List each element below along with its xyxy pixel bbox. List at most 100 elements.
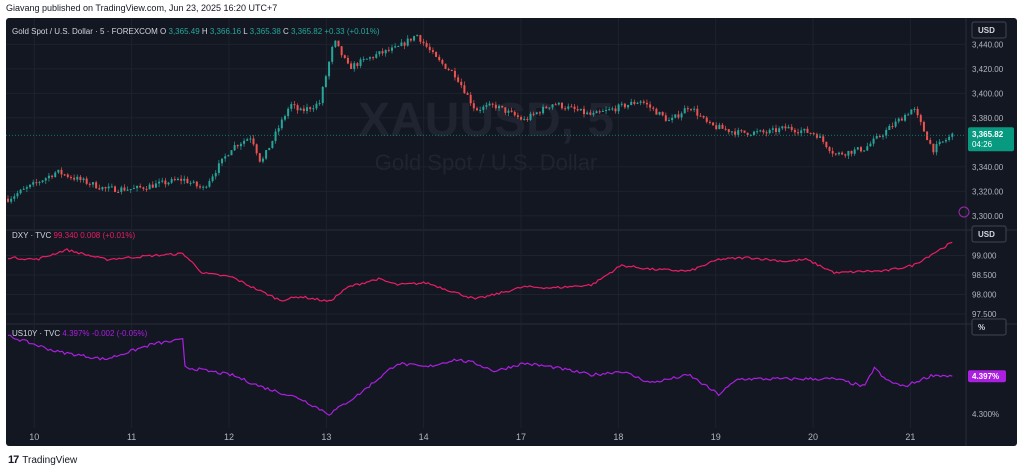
candle-body <box>214 172 217 177</box>
candle-body <box>699 115 702 117</box>
currency-label: % <box>978 323 985 332</box>
candle-body <box>413 36 416 41</box>
candle-body <box>422 41 425 44</box>
candle-body <box>667 120 670 122</box>
candle-body <box>343 55 346 58</box>
candle-body <box>186 178 189 184</box>
candle-body <box>822 136 825 142</box>
candle-body <box>743 130 746 133</box>
dxy-legend-part: 99.340 <box>54 231 81 240</box>
candle-body <box>778 128 781 132</box>
candle-body <box>306 107 309 112</box>
candle-body <box>29 184 32 188</box>
time-axis-label: 12 <box>224 432 234 442</box>
candle-body <box>378 51 381 55</box>
gold-legend-part: 3,366.16 <box>210 27 243 36</box>
candle-body <box>548 107 551 109</box>
candle-body <box>296 105 299 111</box>
candle-body <box>570 106 573 108</box>
candle-body <box>312 108 315 110</box>
candle-body <box>170 179 173 183</box>
candle-body <box>538 112 541 114</box>
candle-body <box>598 111 601 113</box>
candle-body <box>623 103 626 108</box>
candle-body <box>837 152 840 155</box>
candle-body <box>230 150 233 156</box>
candle-body <box>951 133 954 137</box>
candle-body <box>243 140 246 144</box>
candle-body <box>564 108 567 110</box>
candle-body <box>652 107 655 109</box>
candle-body <box>592 113 595 115</box>
gold-legend-part: C <box>283 27 291 36</box>
candle-body <box>47 175 50 179</box>
candle-body <box>809 132 812 134</box>
candle-body <box>82 178 85 181</box>
candle-body <box>935 144 938 153</box>
gold-legend-part: 3,365.49 <box>169 27 202 36</box>
candle-body <box>938 141 941 145</box>
candle-body <box>346 57 349 64</box>
watermark-name: Gold Spot / U.S. Dollar <box>375 150 598 175</box>
candle-body <box>372 57 375 59</box>
candle-body <box>419 35 422 42</box>
candle-body <box>771 128 774 130</box>
candle-body <box>866 146 869 151</box>
candle-body <box>856 147 859 150</box>
candle-body <box>158 181 161 184</box>
candle-body <box>57 169 60 173</box>
gold-legend-part: H <box>202 27 210 36</box>
candle-body <box>721 124 724 129</box>
candle-body <box>658 112 661 115</box>
candle-body <box>853 149 856 154</box>
candle-body <box>136 185 139 189</box>
chart-frame[interactable]: 10 11 12 13 14 17 18 19 20 21 3,440.00 3,420.00 3,40… <box>6 18 1017 446</box>
candle-body <box>183 178 186 181</box>
candle-body <box>54 172 57 178</box>
candle-body <box>252 138 255 145</box>
candle-body <box>680 113 683 118</box>
candle-body <box>696 108 699 116</box>
candle-body <box>239 143 242 147</box>
candle-body <box>847 150 850 156</box>
event-marker-icon <box>958 206 970 218</box>
candle-body <box>718 124 721 129</box>
candle-body <box>589 112 592 115</box>
candle-body <box>897 118 900 122</box>
tradingview-footer: 17 TradingView <box>8 453 77 467</box>
candle-body <box>642 101 645 103</box>
candle-body <box>416 35 419 37</box>
candle-body <box>151 184 154 188</box>
candle-body <box>507 110 510 113</box>
candle-body <box>712 122 715 126</box>
candle-body <box>95 182 98 189</box>
candle-body <box>202 186 205 188</box>
candle-body <box>69 177 72 179</box>
candle-body <box>324 76 327 88</box>
candle-body <box>475 108 478 111</box>
candle-body <box>900 118 903 121</box>
candle-body <box>806 128 809 133</box>
candle-body <box>690 109 693 111</box>
candle-body <box>888 126 891 130</box>
candle-body <box>337 40 340 47</box>
candle-body <box>7 198 9 202</box>
chart-svg[interactable]: 10 11 12 13 14 17 18 19 20 21 3,440.00 3,420.00 3,40… <box>6 18 1017 446</box>
candle-body <box>287 108 290 117</box>
price-axis-label: 3,440.00 <box>972 40 1004 49</box>
time-axis-label: 14 <box>419 432 429 442</box>
candle-body <box>752 131 755 135</box>
candle-body <box>910 109 913 115</box>
candle-body <box>472 103 475 109</box>
candle-body <box>545 106 548 109</box>
publish-header: Giavang published on TradingView.com, Ju… <box>6 3 278 13</box>
candle-body <box>762 130 765 133</box>
candle-body <box>101 187 104 190</box>
time-axis-label: 21 <box>905 432 915 442</box>
tradingview-logo-text: TradingView <box>22 454 78 466</box>
candle-body <box>636 102 639 104</box>
price-axis-label: 3,380.00 <box>972 114 1004 123</box>
candle-body <box>394 46 397 48</box>
candle-body <box>812 133 815 135</box>
candle-body <box>488 103 491 106</box>
